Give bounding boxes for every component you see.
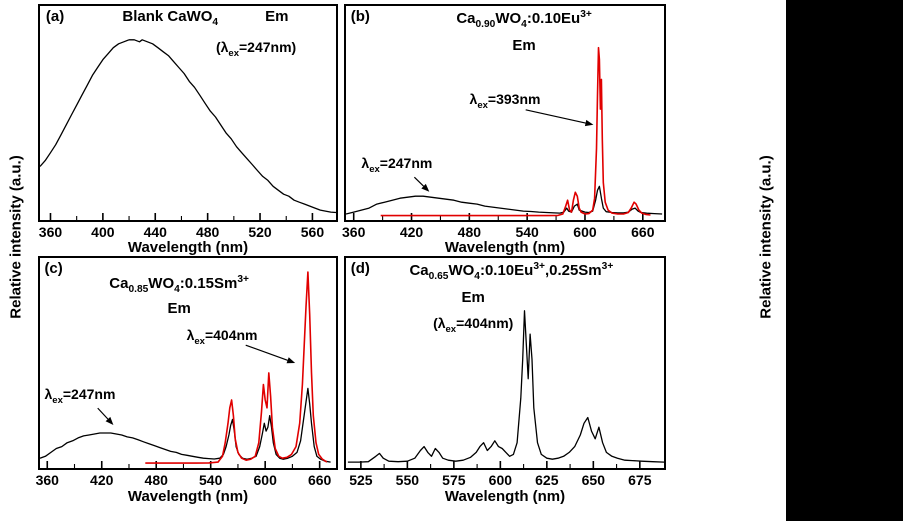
x-axis-title-c: Wavelength (nm) [127, 488, 249, 505]
x-tick-label: 440 [143, 224, 167, 240]
x-tick-label: 675 [628, 472, 652, 488]
series-c [145, 271, 328, 464]
black-sidebar [786, 0, 903, 521]
panel-b-eu-doped: (b) Ca0.90WO4:0.10Eu3+ Em λex=393nm λex=247n… [344, 4, 666, 222]
x-tick-label: 600 [253, 472, 277, 488]
right-y-axis-label: Relative intensity (a.u.) [757, 155, 775, 319]
x-tick-label: 360 [342, 224, 366, 240]
x-tick-label: 540 [515, 224, 539, 240]
annotation-d: Ca0.65WO4:0.10Eu3+,0.25Sm3+ [409, 260, 614, 282]
annotation-d: (d) [350, 259, 370, 277]
spectrum-plot-b [346, 46, 663, 220]
x-tick-label: 560 [300, 224, 325, 240]
x-tick-label: 660 [631, 224, 655, 240]
x-tick-label: 540 [199, 472, 223, 488]
series-b [380, 46, 651, 217]
x-tick-label: 525 [349, 472, 373, 488]
x-tick-label: 625 [535, 472, 559, 488]
x-tick-label: 400 [91, 224, 115, 240]
panel-a-blank-cawo4: (a) Blank CaWO4 Em (λex=247nm) [38, 4, 338, 222]
spectrum-plot-c [40, 271, 331, 468]
spectrum-plot-a [40, 39, 336, 220]
series-c [40, 387, 331, 463]
x-tick-label: 420 [90, 472, 114, 488]
annotation-b: Em [512, 37, 536, 55]
x-ticks-b: 360 420 480 540 600 660 [342, 224, 666, 240]
annotation-c: Ca0.85WO4:0.15Sm3+ [109, 273, 249, 295]
annotation-b: (b) [350, 7, 370, 25]
x-tick-label: 360 [38, 224, 63, 240]
panel-c-sm-doped: (c) Ca0.85WO4:0.15Sm3+ Em λex=404nm λex=247n… [38, 256, 338, 470]
x-tick-label: 480 [457, 224, 482, 240]
x-tick-label: 575 [442, 472, 466, 488]
x-tick-label: 360 [35, 472, 59, 488]
x-tick-label: 600 [488, 472, 513, 488]
annotation-c: λex=247nm [44, 386, 116, 406]
spectrum-plot-d [347, 310, 664, 468]
x-axis-title-d: Wavelength (nm) [444, 488, 566, 505]
annotation-a: (λex=247nm) [215, 39, 297, 60]
annotation-d: (λex=404nm) [433, 314, 514, 335]
panel-d-eu-sm-codoped: (d) Ca0.65WO4:0.10Eu3+,0.25Sm3+ Em (λex=404… [344, 256, 666, 470]
annotation-a: Em [265, 7, 289, 25]
x-axis-title-a: Wavelength (nm) [127, 239, 249, 256]
x-ticks-a: 360 400 440 480 520 560 [38, 224, 338, 240]
annotation-d: Em [461, 288, 485, 306]
annotation-b: λex=247nm [361, 154, 433, 175]
x-tick-label: 480 [195, 224, 220, 240]
left-y-axis-label: Relative intensity (a.u.) [7, 155, 25, 319]
x-tick-label: 600 [573, 224, 597, 240]
annotation-b: Ca0.90WO4:0.10Eu3+ [456, 8, 592, 30]
x-tick-label: 420 [399, 224, 424, 240]
x-ticks-c: 360 420 480 540 600 660 [35, 472, 338, 488]
x-tick-label: 480 [144, 472, 168, 488]
series-a [40, 39, 336, 214]
annotation-c: (c) [44, 259, 63, 277]
x-axis-title-b: Wavelength (nm) [444, 239, 566, 256]
series-b [346, 185, 663, 215]
annotation-c: λex=404nm [186, 327, 258, 348]
annotation-a: Blank CaWO4 [122, 7, 219, 28]
annotation-b: λex=393nm [469, 90, 541, 111]
x-tick-label: 550 [395, 472, 420, 488]
annotation-c: Em [167, 300, 191, 318]
x-ticks-d: 525 550 575 600 625 650 675 [344, 472, 666, 488]
x-tick-label: 520 [248, 224, 272, 240]
x-tick-label: 650 [581, 472, 606, 488]
annotation-a: (a) [45, 7, 65, 25]
x-tick-label: 660 [307, 472, 332, 488]
series-d [347, 310, 664, 463]
